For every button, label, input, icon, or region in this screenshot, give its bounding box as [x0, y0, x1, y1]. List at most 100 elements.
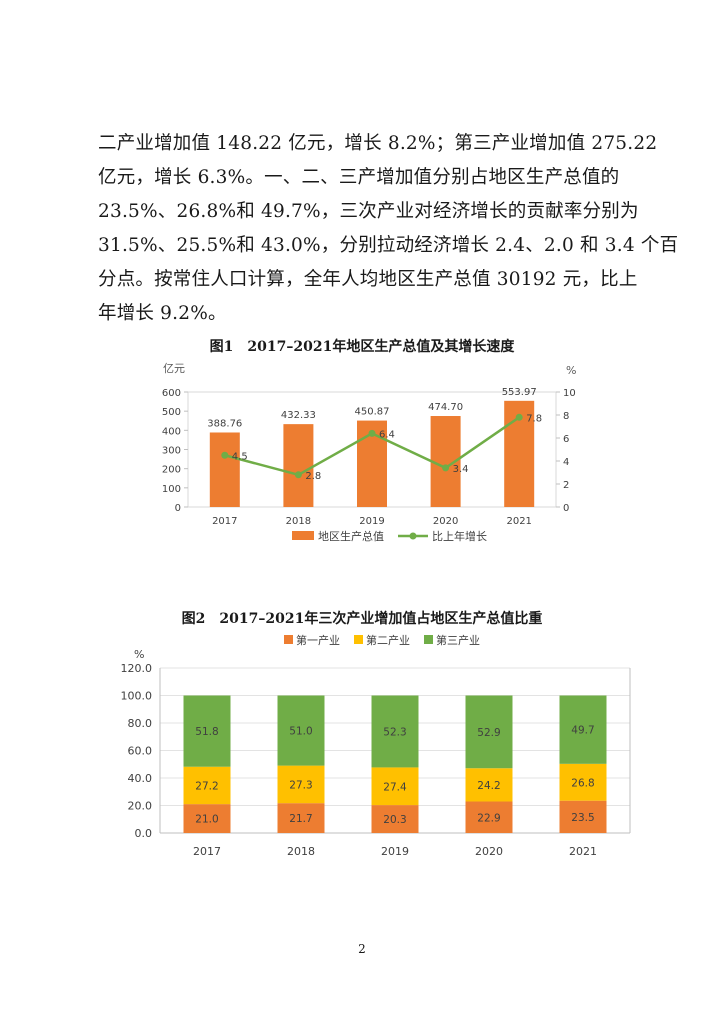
growth-label: 2.8: [305, 471, 321, 482]
x-tick-label: 2018: [287, 845, 315, 858]
y2-tick-label: 10: [563, 388, 576, 399]
body-line: 分点。按常住人口计算，全年人均地区生产总值 30192 元，比上: [98, 269, 638, 290]
y-tick-label: 400: [162, 426, 181, 437]
x-tick-label: 2020: [475, 845, 503, 858]
gdp-bar-label: 432.33: [281, 410, 316, 421]
body-line: 23.5%、26.8%和 49.7%，三次产业对经济增长的贡献率分别为: [98, 201, 639, 222]
y2-tick-label: 4: [563, 457, 569, 468]
y-tick-label: 600: [162, 388, 181, 399]
segment-label: 20.3: [383, 814, 406, 826]
segment-label: 21.7: [289, 813, 312, 825]
growth-label: 3.4: [453, 464, 469, 475]
y2-tick-label: 2: [563, 480, 569, 491]
figure1-title: 图1 2017–2021年地区生产总值及其增长速度: [209, 339, 515, 355]
stacked-bar-segment: [183, 766, 231, 805]
segment-label: 49.7: [571, 725, 594, 737]
segment-label: 27.4: [383, 781, 407, 793]
body-line: 二产业增加值 148.22 亿元，增长 8.2%；第三产业增加值 275.22: [98, 133, 658, 154]
x-tick-label: 2018: [286, 516, 311, 527]
growth-point: [294, 471, 302, 479]
growth-point: [368, 429, 376, 437]
growth-label: 4.5: [232, 451, 248, 462]
y-tick-label: 500: [162, 407, 181, 418]
legend-label: 第二产业: [366, 633, 410, 647]
legend-swatch-gdp: [292, 531, 314, 540]
growth-label: 6.4: [379, 429, 395, 440]
x-tick-label: 2017: [193, 845, 221, 858]
segment-label: 52.9: [477, 727, 500, 739]
stacked-bar-segment: [559, 800, 607, 833]
body-line: 31.5%、25.5%和 43.0%，分别拉动经济增长 2.4、2.0 和 3.…: [98, 235, 679, 256]
legend-label-growth: 比上年增长: [432, 529, 487, 543]
y-tick-label: 120.0: [121, 662, 153, 675]
y-tick-label: 100: [162, 484, 181, 495]
figure2-title: 图2 2017–2021年三次产业增加值占地区生产总值比重: [181, 611, 543, 627]
gdp-bar-label: 474.70: [428, 402, 463, 413]
legend-swatch: [284, 635, 293, 644]
segment-label: 22.9: [477, 812, 500, 824]
stacked-bar-segment: [465, 768, 513, 802]
x-tick-label: 2021: [569, 845, 597, 858]
legend-marker-growth: [409, 532, 417, 540]
segment-label: 51.8: [195, 726, 218, 738]
growth-point: [442, 464, 450, 472]
legend-swatch: [354, 635, 363, 644]
legend-label: 第三产业: [436, 633, 480, 647]
stacked-bar-segment: [371, 805, 419, 833]
gdp-growth-chart: 亿元 % 0 100 200 300 400 500 600 0 2 4 6 8 10 388.76 432.3…: [162, 362, 577, 543]
legend-label: 第一产业: [296, 633, 340, 647]
right-axis-unit: %: [566, 364, 576, 377]
segment-label: 24.2: [477, 780, 500, 792]
gdp-bar: [283, 424, 314, 507]
x-tick-label: 2017: [212, 516, 237, 527]
y-tick-label: 40.0: [128, 772, 153, 785]
segment-label: 27.2: [195, 780, 218, 792]
segment-label: 27.3: [289, 779, 312, 791]
y-tick-label: 80.0: [128, 717, 153, 730]
stacked-bar-segment: [277, 765, 325, 804]
stacked-bar-segment: [465, 695, 513, 769]
stacked-bar-segment: [183, 695, 231, 767]
industry-share-chart: 第一产业 第二产业 第三产业% 0.0 20.0 40.0 60.0 80.0 100.0 120…: [121, 633, 631, 858]
gdp-bar-label: 553.97: [502, 387, 537, 398]
body-line: 年增长 9.2%。: [98, 303, 227, 324]
growth-point: [221, 451, 229, 459]
stacked-bar-segment: [465, 801, 513, 833]
stacked-bar-segment: [277, 695, 325, 766]
y2-tick-label: 8: [563, 411, 569, 422]
segment-label: 23.5: [571, 812, 594, 824]
gdp-bar: [209, 432, 240, 507]
gdp-bar-label: 450.87: [355, 407, 390, 418]
y-tick-label: 20.0: [128, 800, 153, 813]
x-tick-label: 2019: [381, 845, 409, 858]
y-tick-label: 0: [175, 503, 181, 514]
legend-label-gdp: 地区生产总值: [318, 529, 384, 543]
body-line: 亿元，增长 6.3%。一、二、三产增加值分别占地区生产总值的: [98, 167, 620, 188]
y-tick-label: 60.0: [128, 745, 153, 758]
stacked-bar-segment: [559, 695, 607, 764]
segment-label: 51.0: [289, 726, 312, 738]
y-tick-label: 300: [162, 446, 181, 457]
y-tick-label: 200: [162, 465, 181, 476]
x-tick-label: 2020: [433, 516, 458, 527]
stacked-bar-segment: [277, 803, 325, 833]
page-number: 2: [358, 942, 366, 956]
legend-swatch: [424, 635, 433, 644]
stacked-bar-segment: [183, 804, 231, 833]
body-paragraph: 二产业增加值 148.22 亿元，增长 8.2%；第三产业增加值 275.22 …: [98, 127, 679, 331]
y-axis-unit: %: [134, 648, 144, 661]
y-tick-label: 100.0: [121, 690, 153, 703]
y2-tick-label: 0: [563, 503, 569, 514]
growth-label: 7.8: [526, 413, 542, 424]
y-tick-label: 0.0: [135, 827, 153, 840]
x-tick-label: 2021: [506, 516, 531, 527]
segment-label: 52.3: [383, 726, 406, 738]
y2-tick-label: 6: [563, 434, 569, 445]
segment-label: 21.0: [195, 814, 218, 826]
stacked-bar-segment: [371, 695, 419, 768]
gdp-bar-label: 388.76: [207, 418, 242, 429]
growth-point: [515, 413, 523, 421]
left-axis-unit: 亿元: [163, 362, 185, 375]
segment-label: 26.8: [571, 777, 594, 789]
stacked-bar-segment: [559, 763, 607, 801]
